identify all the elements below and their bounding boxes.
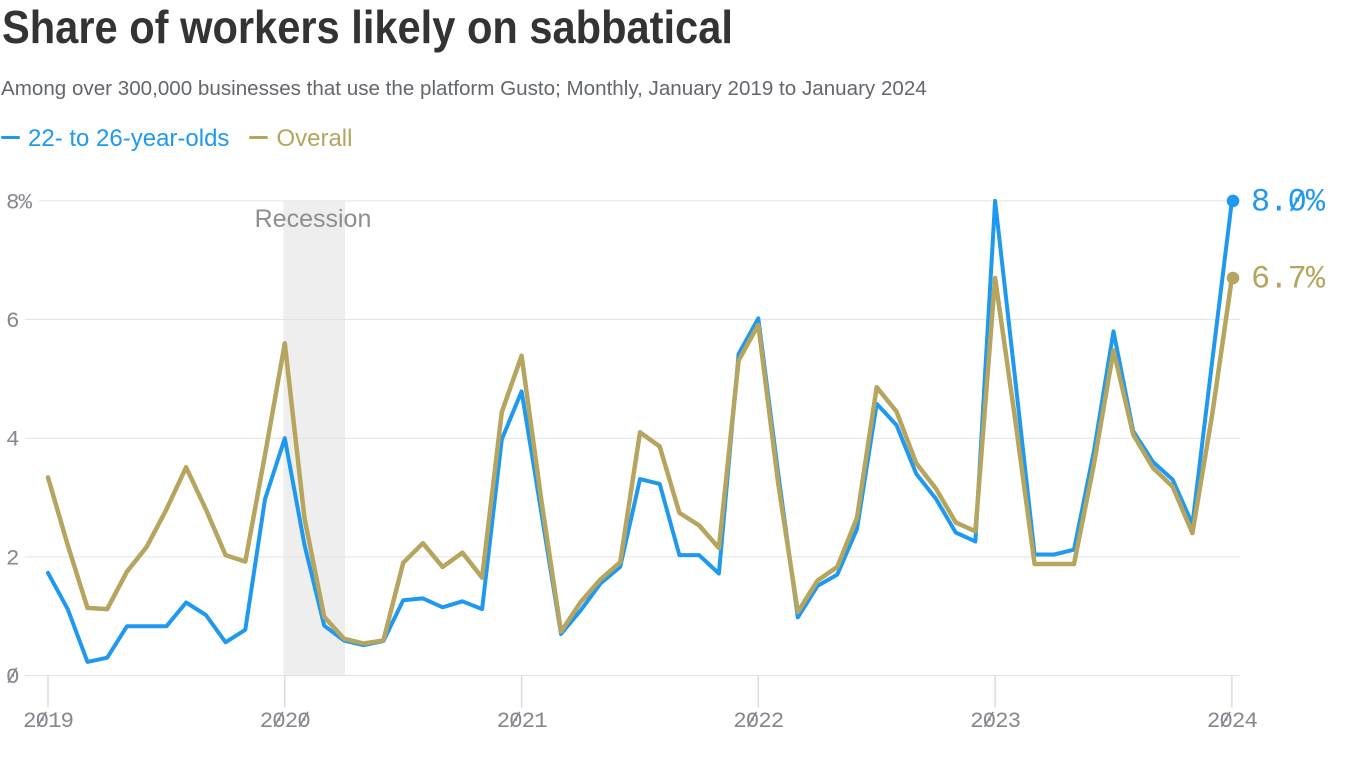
svg-text:2023: 2023 (970, 708, 1021, 734)
svg-text:2021: 2021 (497, 708, 548, 734)
svg-text:8.0%: 8.0% (1251, 183, 1326, 220)
svg-text:2022: 2022 (733, 708, 783, 734)
svg-text:2024: 2024 (1207, 708, 1258, 734)
svg-text:4: 4 (6, 427, 19, 453)
svg-text:2: 2 (6, 545, 19, 571)
svg-text:6: 6 (6, 308, 19, 334)
svg-text:0: 0 (6, 664, 19, 690)
svg-text:2019: 2019 (23, 708, 73, 734)
svg-text:8%: 8% (6, 189, 33, 215)
svg-text:Recession: Recession (255, 205, 372, 233)
svg-text:6.7%: 6.7% (1251, 261, 1326, 298)
